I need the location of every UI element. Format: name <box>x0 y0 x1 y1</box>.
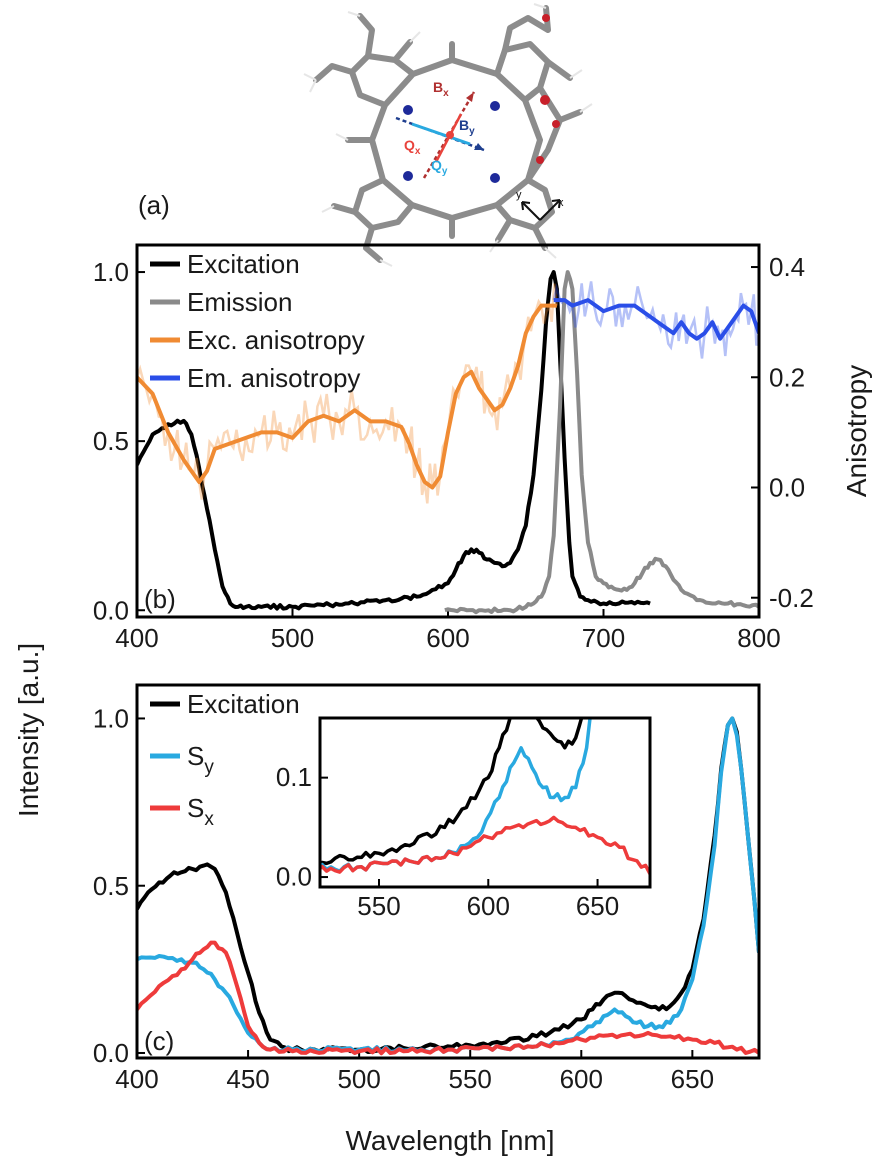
legend-label: Exc. anisotropy <box>187 325 365 355</box>
c-x-tick-label: 450 <box>226 1064 269 1094</box>
c-x-tick-label: 650 <box>671 1064 714 1094</box>
legend-label: Excitation <box>187 689 300 719</box>
legend-b: Excitation Emission Exc. anisotropy Em. ani… <box>150 249 365 393</box>
series-s-x <box>137 940 759 1056</box>
c-y-tick-label: 0.0 <box>93 1038 129 1068</box>
chart-panel-c: 400 450 500 550 600 650 0.0 0.5 1.0 Excitation Sy… <box>93 683 761 1094</box>
panel-b-label: (b) <box>144 584 176 614</box>
panel-c-frame <box>135 683 761 1060</box>
b-y-tick-label: 0.0 <box>93 595 129 625</box>
x-axis-title: Wavelength [nm] <box>345 1125 554 1156</box>
b-y2-tick-label: 0.4 <box>769 252 805 282</box>
legend-label: Sy <box>187 741 214 778</box>
b-x-tick-label: 400 <box>115 623 158 653</box>
c-x-tick-label: 500 <box>337 1064 380 1094</box>
b-y2-tick-label: 0.2 <box>769 362 805 392</box>
b-y-tick-label: 0.5 <box>93 426 129 456</box>
c-x-tick-label: 400 <box>115 1064 158 1094</box>
inset-background <box>320 718 650 887</box>
svg-text:By: By <box>459 117 475 137</box>
legend-label: Em. anisotropy <box>187 363 360 393</box>
panel-a-label: (a) <box>138 190 170 220</box>
axis-y-symbol: y <box>516 189 522 201</box>
b-x-tick-label: 800 <box>737 623 780 653</box>
inset-frame <box>318 716 652 889</box>
inset-y-tick-label: 0.1 <box>276 762 312 792</box>
b-y2-tick-label: 0.0 <box>769 473 805 503</box>
c-y-tick-label: 0.5 <box>93 871 129 901</box>
chart-panel-b: 400 500 600 700 800 0.0 0.5 1.0 -0.2 0.0 0.2 0.4 Ex… <box>93 243 872 653</box>
svg-text:Qy: Qy <box>431 157 448 177</box>
legend-label: Emission <box>187 287 292 317</box>
y-axis-title: Intensity [a.u.] <box>13 643 44 817</box>
panel-b-frame <box>135 243 761 619</box>
c-y-tick-label: 1.0 <box>93 704 129 734</box>
b-y2-tick-label: -0.2 <box>769 583 814 613</box>
legend-label: Excitation <box>187 249 300 279</box>
b-x-tick-label: 500 <box>271 623 314 653</box>
inset-x-tick-label: 650 <box>576 891 619 921</box>
inset-x-tick-label: 600 <box>467 891 510 921</box>
axis-x-symbol: x <box>558 197 564 209</box>
b-y-tick-label: 1.0 <box>93 257 129 287</box>
molecule-structure: Bx By Qx Qy y x (a) <box>138 3 593 267</box>
c-x-tick-label: 550 <box>449 1064 492 1094</box>
inset-y-tick-label: 0.0 <box>276 861 312 891</box>
series-excitation <box>137 270 651 611</box>
inset-x-tick-label: 550 <box>357 891 400 921</box>
series-excitation <box>137 716 759 1054</box>
b-x-tick-label: 600 <box>426 623 469 653</box>
series-exc-anisotropy <box>137 303 557 490</box>
series-em-anisotropy-raw <box>552 281 759 359</box>
c-x-tick-label: 600 <box>560 1064 603 1094</box>
inset-series-excitation <box>320 718 584 866</box>
series-emission <box>444 270 759 615</box>
svg-text:Bx: Bx <box>433 79 449 99</box>
y2-axis-title: Anisotropy <box>841 365 872 497</box>
b-x-tick-label: 700 <box>582 623 625 653</box>
panel-c-label: (c) <box>144 1026 174 1056</box>
series-em-anisotropy <box>553 298 759 341</box>
svg-text:Qx: Qx <box>404 137 421 157</box>
legend-c: Excitation Sy Sx <box>150 689 300 830</box>
inset-series-s-x <box>320 815 650 876</box>
qy-vector <box>411 122 471 146</box>
coordinate-axes-icon <box>521 199 561 221</box>
legend-label: Sx <box>187 793 214 830</box>
series-exc-anisotropy-raw <box>137 283 559 504</box>
